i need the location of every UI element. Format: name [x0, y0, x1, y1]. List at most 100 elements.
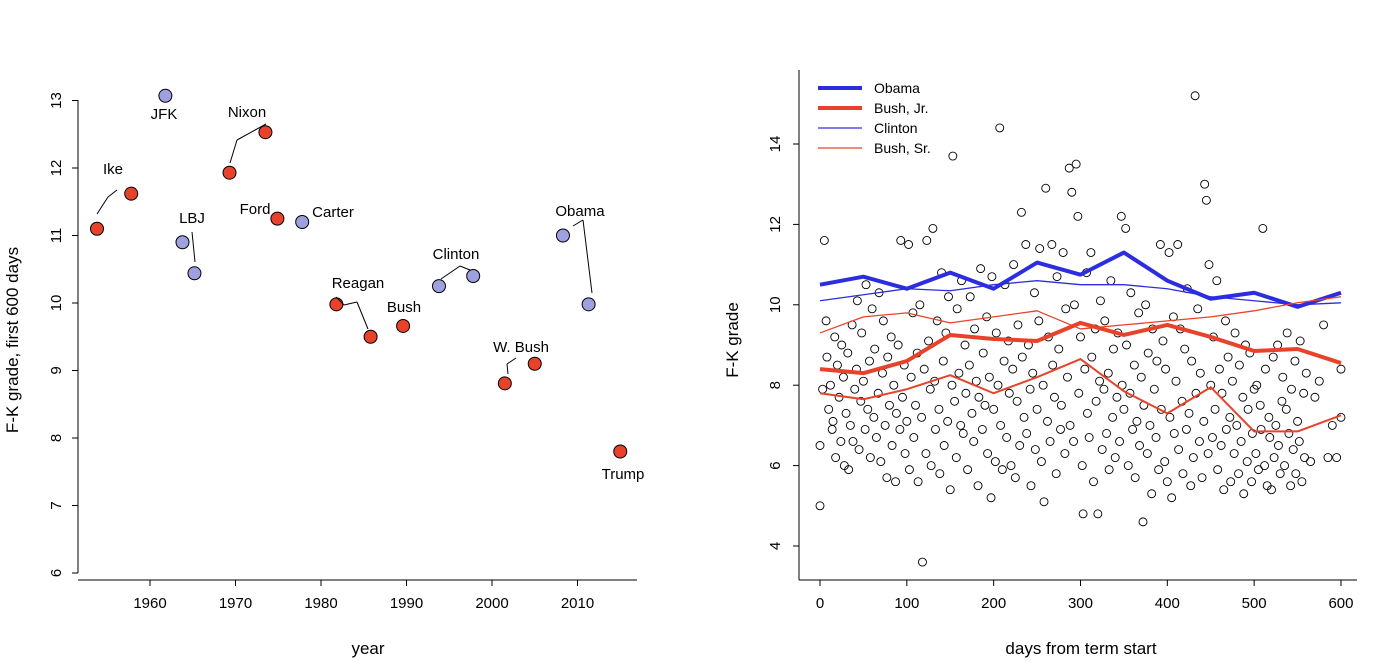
left-y-tick-label: 6 — [48, 569, 65, 577]
legend-label: Bush, Jr. — [874, 100, 928, 116]
right-scatter-point — [962, 389, 970, 397]
right-scatter-point — [1187, 482, 1195, 490]
point-label: Reagan — [332, 275, 385, 292]
right-scatter-point — [1131, 474, 1139, 482]
right-scatter-point — [1204, 450, 1212, 458]
right-scatter-point — [1200, 417, 1208, 425]
right-scatter-point — [1228, 377, 1236, 385]
right-scatter-point — [1139, 518, 1147, 526]
right-scatter-point — [1020, 413, 1028, 421]
right-scatter-point — [1146, 421, 1154, 429]
right-scatter-point — [1111, 454, 1119, 462]
right-scatter-point — [838, 341, 846, 349]
right-y-tick-label: 8 — [767, 381, 784, 389]
right-scatter-point — [1152, 433, 1160, 441]
right-scatter-point — [1059, 249, 1067, 257]
right-scatter-point — [1070, 301, 1078, 309]
right-scatter-point — [957, 421, 965, 429]
right-scatter-point — [1161, 458, 1169, 466]
right-scatter-point — [1090, 478, 1098, 486]
right-scatter-point — [839, 373, 847, 381]
right-scatter-point — [1235, 361, 1243, 369]
right-scatter-point — [1278, 397, 1286, 405]
right-scatter-point — [1133, 417, 1141, 425]
point-label: W. Bush — [493, 339, 549, 356]
right-scatter-point — [837, 437, 845, 445]
right-scatter-point — [1202, 196, 1210, 204]
right-scatter-point — [1055, 345, 1063, 353]
right-scatter-point — [1227, 478, 1235, 486]
right-scatter-point — [855, 446, 863, 454]
leader-line — [97, 197, 108, 214]
right-scatter-point — [907, 373, 915, 381]
right-scatter-point — [1156, 241, 1164, 249]
left-scatter-point — [364, 330, 377, 343]
leader-line — [573, 220, 583, 226]
left-y-tick-label: 10 — [48, 295, 65, 312]
right-scatter-point — [1116, 437, 1124, 445]
right-scatter-point — [951, 397, 959, 405]
right-scatter-point — [1105, 466, 1113, 474]
right-scatter-point — [935, 405, 943, 413]
right-scatter-point — [1248, 478, 1256, 486]
right-scatter-point — [968, 409, 976, 417]
point-label: JFK — [151, 106, 178, 123]
right-scatter-point — [1123, 341, 1131, 349]
right-x-tick-label: 300 — [1068, 595, 1093, 612]
right-scatter-point — [1057, 425, 1065, 433]
right-scatter-point — [1274, 442, 1282, 450]
right-scatter-point — [1243, 458, 1251, 466]
right-scatter-point — [955, 369, 963, 377]
right-scatter-point — [864, 405, 872, 413]
right-scatter-point — [1104, 369, 1112, 377]
right-scatter-point — [939, 357, 947, 365]
right-scatter-point — [1081, 365, 1089, 373]
left-x-tick-label: 1980 — [304, 595, 337, 612]
left-y-axis-title: F-K grade, first 600 days — [3, 247, 22, 433]
right-y-tick-label: 10 — [767, 296, 784, 313]
right-scatter-point — [1240, 490, 1248, 498]
left-scatter-point — [397, 319, 410, 332]
right-scatter-point — [1231, 329, 1239, 337]
right-scatter-point — [1188, 357, 1196, 365]
right-scatter-point — [985, 373, 993, 381]
right-scatter-point — [1230, 450, 1238, 458]
right-scatter-point — [1266, 433, 1274, 441]
right-scatter-point — [1030, 289, 1038, 297]
left-y-tick-label: 7 — [48, 501, 65, 509]
left-scatter-point — [90, 222, 103, 235]
right-scatter-point — [997, 421, 1005, 429]
left-scatter-point — [432, 280, 445, 293]
right-scatter-point — [892, 478, 900, 486]
left-scatter-chart: 6 7 8 9 10 11 12 13 1960 1970 1980 1990 2000 2010 year… — [3, 89, 644, 658]
left-y-tick-label: 11 — [48, 228, 65, 244]
right-scatter-point — [979, 349, 987, 357]
right-scatter-point — [892, 409, 900, 417]
right-scatter-point — [1096, 297, 1104, 305]
right-scatter-point — [1130, 361, 1138, 369]
right-scatter-point — [1155, 466, 1163, 474]
right-scatter-point — [991, 458, 999, 466]
right-scatter-point — [885, 401, 893, 409]
right-scatter-point — [946, 486, 954, 494]
right-scatter-point — [1031, 446, 1039, 454]
left-scatter-point — [159, 89, 172, 102]
left-x-tick-label: 2010 — [561, 595, 594, 612]
right-scatter-point — [1287, 482, 1295, 490]
left-scatter-point — [188, 267, 201, 280]
right-scatter-point — [896, 425, 904, 433]
right-scatter-point — [1283, 329, 1291, 337]
left-y-tick-label: 13 — [48, 92, 65, 109]
right-scatter-point — [888, 442, 896, 450]
right-scatter-point — [905, 466, 913, 474]
right-scatter-point — [1272, 421, 1280, 429]
right-scatter-point — [1124, 462, 1132, 470]
right-scatter-point — [1048, 241, 1056, 249]
right-scatter-point — [894, 341, 902, 349]
right-scatter-point — [925, 337, 933, 345]
right-scatter-point — [1026, 385, 1034, 393]
left-scatter-point — [223, 166, 236, 179]
right-scatter-point — [1113, 393, 1121, 401]
leader-line — [441, 266, 460, 279]
